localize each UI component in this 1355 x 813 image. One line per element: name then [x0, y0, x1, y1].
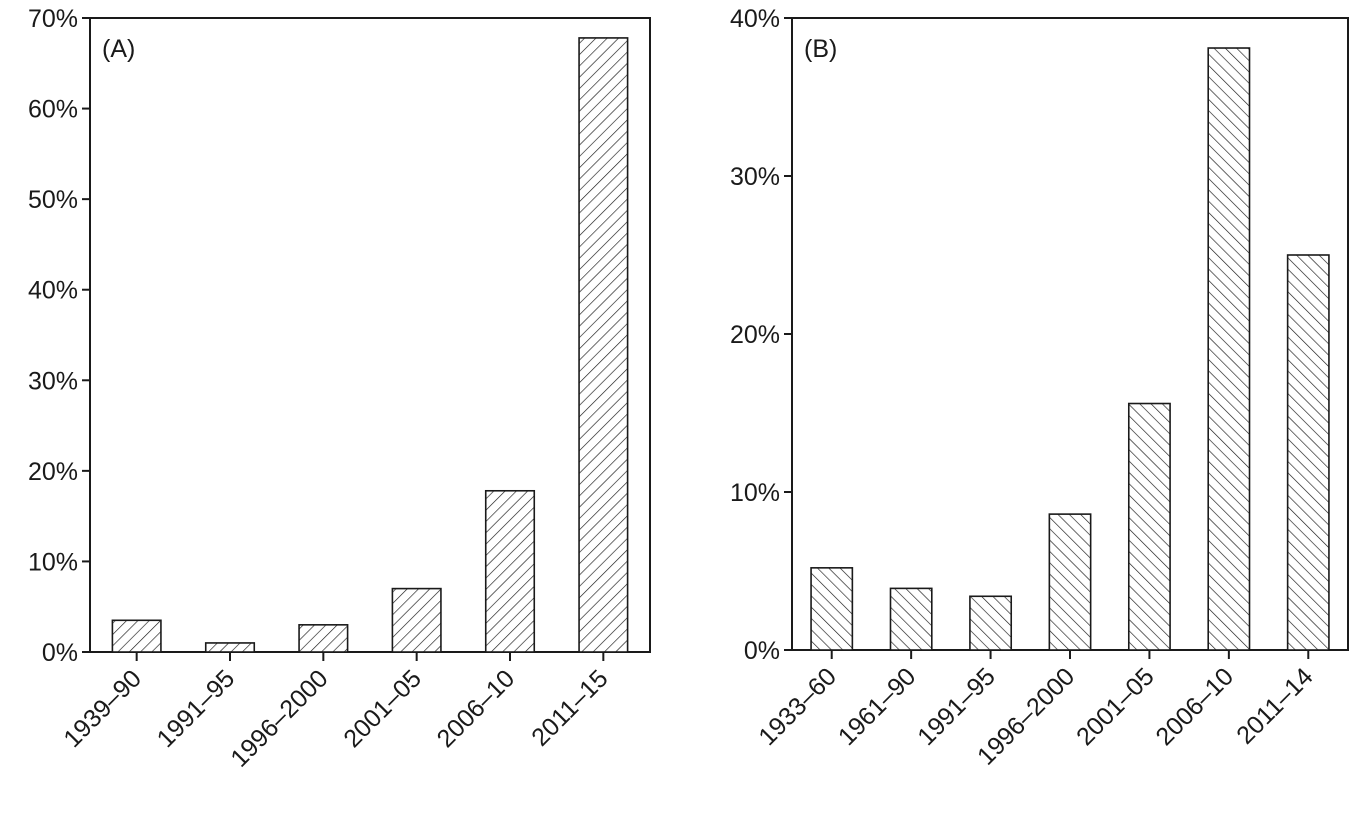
- panel-a-bar: [391, 587, 442, 653]
- panel-a-bar: [204, 642, 256, 653]
- panel-b-label: (B): [804, 35, 837, 63]
- panel-a-y-tick-label: 40%: [28, 277, 78, 305]
- panel-b-x-tick-label: 1933–60: [753, 662, 842, 751]
- panel-a-x-tick-label: 1996–2000: [225, 664, 333, 772]
- panel-b-bar: [1048, 513, 1092, 651]
- panel-a-frame: [89, 17, 651, 653]
- panel-a: (A) 0% 10% 20% 30% 40% 50% 60% 70% 1939–90 1991–9…: [28, 5, 651, 773]
- panel-b-x-tick-label: 1961–90: [833, 662, 922, 751]
- panel-a-x-tick-label: 2006–10: [432, 664, 521, 753]
- panel-a-x-tick-label: 1991–95: [152, 664, 241, 753]
- panel-b-bar: [1127, 402, 1171, 651]
- panel-b-y-tick-label: 10%: [730, 479, 780, 507]
- panel-a-y-tick-label: 10%: [28, 548, 78, 576]
- panel-b-content: 0%10%20%30%40%1933–601961–901991–951996–…: [730, 5, 1330, 771]
- panel-a-label: (A): [102, 35, 135, 63]
- panel-b-y-tick-label: 0%: [744, 637, 780, 665]
- panel-a-y-tick-label: 30%: [28, 367, 78, 395]
- panel-a-bar: [578, 37, 629, 653]
- panel-b-x-tick-label: 2011–14: [1231, 662, 1318, 749]
- panel-a-x-tick-label: 2001–05: [338, 664, 427, 753]
- panel-b-bar: [1286, 254, 1330, 651]
- panel-b-x-tick-label: 2006–10: [1150, 662, 1239, 751]
- panel-b-y-tick-label: 30%: [730, 163, 780, 191]
- panel-a-y-tick-label: 70%: [28, 5, 78, 33]
- panel-a-content: 0% 10% 20% 30% 40% 50% 60% 70% 1939–90 1991–95199…: [28, 5, 629, 773]
- panel-a-y-tick-label: 60%: [28, 96, 78, 124]
- panel-b-y-tick-label: 20%: [730, 321, 780, 349]
- panel-a-bar: [298, 624, 349, 653]
- panel-b-bar: [969, 595, 1013, 651]
- panel-a-x-tick-label: 1939–90: [58, 664, 147, 753]
- panel-a-bar: [484, 489, 536, 653]
- panel-a-bar: [111, 619, 162, 653]
- panel-b-y-tick-label: 40%: [730, 5, 780, 33]
- panel-a-y-tick-label: 20%: [28, 458, 78, 486]
- panel-b-bar: [1207, 47, 1251, 651]
- panel-b-bar: [810, 567, 854, 651]
- panel-b: (B) 0%10%20%30%40%1933–601961–901991–951…: [730, 5, 1349, 771]
- panel-b-x-tick-label: 2001–05: [1071, 662, 1160, 751]
- panel-a-x-tick-label: 2011–15: [526, 664, 613, 751]
- panel-a-y-tick-label: 0%: [42, 639, 78, 667]
- panel-b-bar: [889, 587, 933, 651]
- panel-a-y-tick-label: 50%: [28, 186, 78, 214]
